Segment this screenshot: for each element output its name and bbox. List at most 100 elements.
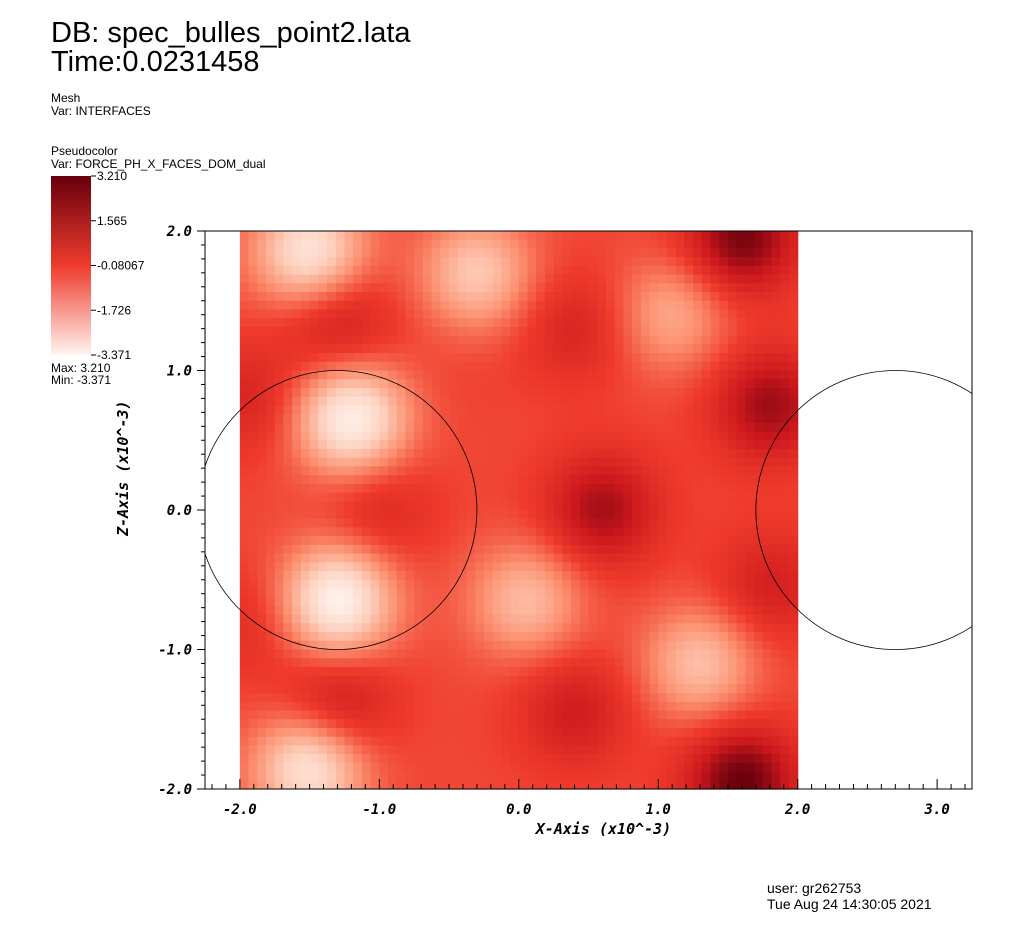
heatmap-cell <box>344 344 354 354</box>
heatmap-cell <box>335 710 346 720</box>
heatmap-cell <box>649 448 659 459</box>
heatmap-cell <box>335 780 346 790</box>
heatmap-cell <box>597 361 607 372</box>
heatmap-cell <box>632 318 642 328</box>
heatmap-cell <box>536 597 546 607</box>
heatmap-cell <box>300 292 311 302</box>
heatmap-cell <box>370 579 380 590</box>
color-bar-label: -1.726 <box>97 303 131 317</box>
heatmap-cell <box>579 326 590 337</box>
heatmap-cell <box>693 309 703 319</box>
heatmap-cell <box>727 309 738 319</box>
heatmap-cell <box>370 265 380 276</box>
heatmap-cell <box>605 614 616 624</box>
heatmap-cell <box>780 579 790 590</box>
heatmap-cell <box>422 553 433 563</box>
heatmap-cell <box>501 370 511 380</box>
heatmap-cell <box>527 440 537 450</box>
heatmap-cell <box>309 562 319 572</box>
heatmap-cell <box>318 597 328 607</box>
heatmap-cell <box>544 597 555 607</box>
heatmap-cell <box>623 248 633 258</box>
heatmap-cell <box>693 762 703 773</box>
heatmap-cell <box>466 745 476 755</box>
heatmap-cell <box>762 614 773 624</box>
heatmap-cell <box>483 553 494 563</box>
heatmap-cell <box>518 623 529 633</box>
heatmap-cell <box>518 710 529 720</box>
heatmap-cell <box>457 693 468 703</box>
heatmap-cell <box>544 326 555 337</box>
heatmap-cell <box>422 754 433 764</box>
heatmap-cell <box>562 414 572 424</box>
heatmap-cell <box>388 675 398 685</box>
heatmap-cell <box>736 248 746 258</box>
heatmap-cell <box>780 361 790 372</box>
heatmap-cell <box>440 274 450 284</box>
heatmap-cell <box>693 605 703 616</box>
heatmap-cell <box>440 658 450 668</box>
heatmap-cell <box>475 361 485 372</box>
heatmap-cell <box>457 762 468 773</box>
heatmap-cell <box>684 492 694 502</box>
heatmap-cell <box>754 571 764 581</box>
heatmap-cell <box>292 666 302 677</box>
heatmap-cell <box>605 649 616 659</box>
heatmap-cell <box>597 501 607 511</box>
heatmap-cell <box>518 536 529 546</box>
heatmap-cell <box>414 457 424 468</box>
heatmap-cell <box>736 475 746 485</box>
heatmap-cell <box>597 518 607 529</box>
heatmap-cell <box>544 379 555 389</box>
heatmap-cell <box>597 605 607 616</box>
heatmap-cell <box>292 780 302 790</box>
heatmap-cell <box>344 300 354 311</box>
heatmap-cell <box>370 387 380 398</box>
heatmap-cell <box>353 335 363 345</box>
heatmap-cell <box>518 693 529 703</box>
heatmap-cell <box>736 414 746 424</box>
heatmap-cell <box>483 274 494 284</box>
heatmap-cell <box>780 318 790 328</box>
heatmap-cell <box>562 588 572 598</box>
heatmap-cell <box>283 710 293 720</box>
heatmap-cell <box>684 675 694 685</box>
heatmap-cell <box>248 666 258 677</box>
heatmap-cell <box>623 335 633 345</box>
heatmap-cell <box>727 326 738 337</box>
heatmap-cell <box>771 300 781 311</box>
heatmap-cell <box>353 666 363 677</box>
heatmap-cell <box>536 370 546 380</box>
heatmap-cell <box>727 771 738 781</box>
heatmap-cell <box>422 326 433 337</box>
heatmap-cell <box>658 736 668 747</box>
heatmap-cell <box>283 292 293 302</box>
heatmap-cell <box>605 475 616 485</box>
heatmap-cell <box>649 588 659 598</box>
heatmap-cell <box>745 483 755 494</box>
heatmap-cell <box>396 292 407 302</box>
heatmap-cell <box>379 536 389 546</box>
heatmap-cell <box>745 448 755 459</box>
heatmap-cell <box>719 379 729 389</box>
heatmap-cell <box>736 510 746 520</box>
heatmap-cell <box>510 562 520 572</box>
pseudocolor-legend-title: Pseudocolor <box>51 144 118 158</box>
heatmap-cell <box>327 754 337 764</box>
heatmap-cell <box>422 579 433 590</box>
heatmap-cell <box>719 475 729 485</box>
heatmap-cell <box>327 597 337 607</box>
heatmap-cell <box>379 597 389 607</box>
heatmap-cell <box>536 265 546 276</box>
heatmap-cell <box>283 387 293 398</box>
heatmap-cell <box>292 274 302 284</box>
heatmap-cell <box>431 466 441 476</box>
heatmap-cell <box>562 701 572 712</box>
heatmap-cell <box>719 353 729 363</box>
heatmap-cell <box>300 318 311 328</box>
heatmap-cell <box>292 379 302 389</box>
heatmap-cell <box>361 588 372 598</box>
heatmap-cell <box>771 231 781 241</box>
heatmap-cell <box>614 405 624 415</box>
heatmap-cell <box>710 693 720 703</box>
